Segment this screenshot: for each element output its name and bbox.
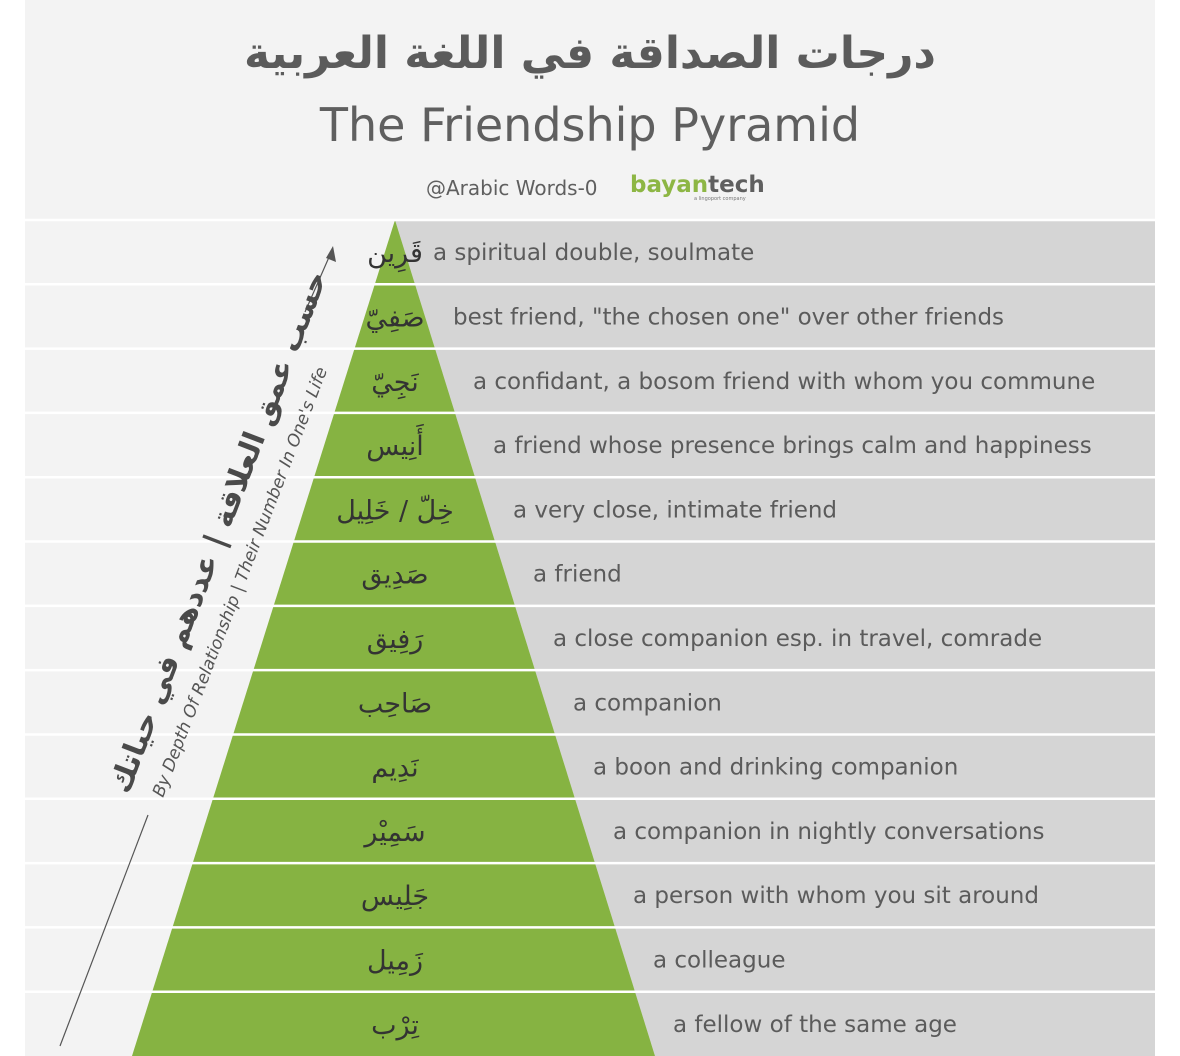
brand-accent: tech <box>708 172 765 198</box>
brand-subtitle: a lingoport company <box>694 196 746 202</box>
title-arabic: درجات الصداقة في اللغة العربية <box>244 28 936 79</box>
header <box>25 0 1155 218</box>
side-arrow-lower <box>59 814 149 1047</box>
level-english-meaning: a boon and drinking companion <box>593 755 958 781</box>
level-english-meaning: a colleague <box>653 948 785 974</box>
level-english-meaning: a friend whose presence brings calm and … <box>493 433 1092 459</box>
level-arabic-word: سَمِيْر <box>362 817 425 848</box>
level-arabic-word: خِلّ / خَلِيل <box>336 494 454 526</box>
level-arabic-word: زَمِيل <box>367 946 424 977</box>
level-english-meaning: best friend, "the chosen one" over other… <box>453 304 1004 330</box>
level-english-meaning: a close companion esp. in travel, comrad… <box>553 626 1042 652</box>
level-english-meaning: a person with whom you sit around <box>633 883 1039 909</box>
level-arabic-word: نَدِيم <box>371 753 419 784</box>
arrow-head-icon <box>326 246 336 262</box>
level-arabic-word: جَلِيس <box>361 881 429 912</box>
level-arabic-word: صَدِيق <box>361 560 428 591</box>
band-background <box>395 220 1155 1056</box>
level-english-meaning: a friend <box>533 562 622 588</box>
level-english-meaning: a spiritual double, soulmate <box>433 240 754 266</box>
level-arabic-word: صَاحِب <box>358 688 432 719</box>
title-english: The Friendship Pyramid <box>319 98 861 152</box>
level-arabic-word: رَفِيق <box>367 624 424 655</box>
pyramid-shape <box>132 220 655 1056</box>
level-arabic-word: نَجِيّ <box>371 367 419 400</box>
level-arabic-word: تِرْب <box>371 1010 420 1041</box>
brand-logo: bayantech <box>630 172 765 198</box>
level-english-meaning: a confidant, a bosom friend with whom yo… <box>473 369 1095 395</box>
social-handle: @Arabic Words-0 <box>426 176 598 200</box>
level-arabic-word: قَرِين <box>367 238 423 273</box>
level-english-meaning: a fellow of the same age <box>673 1012 957 1038</box>
level-arabic-word: صَفِيّ <box>365 302 424 333</box>
brand-main: bayan <box>630 172 709 198</box>
level-english-meaning: a companion in nightly conversations <box>613 819 1045 845</box>
level-english-meaning: a very close, intimate friend <box>513 497 837 523</box>
level-english-meaning: a companion <box>573 690 722 716</box>
